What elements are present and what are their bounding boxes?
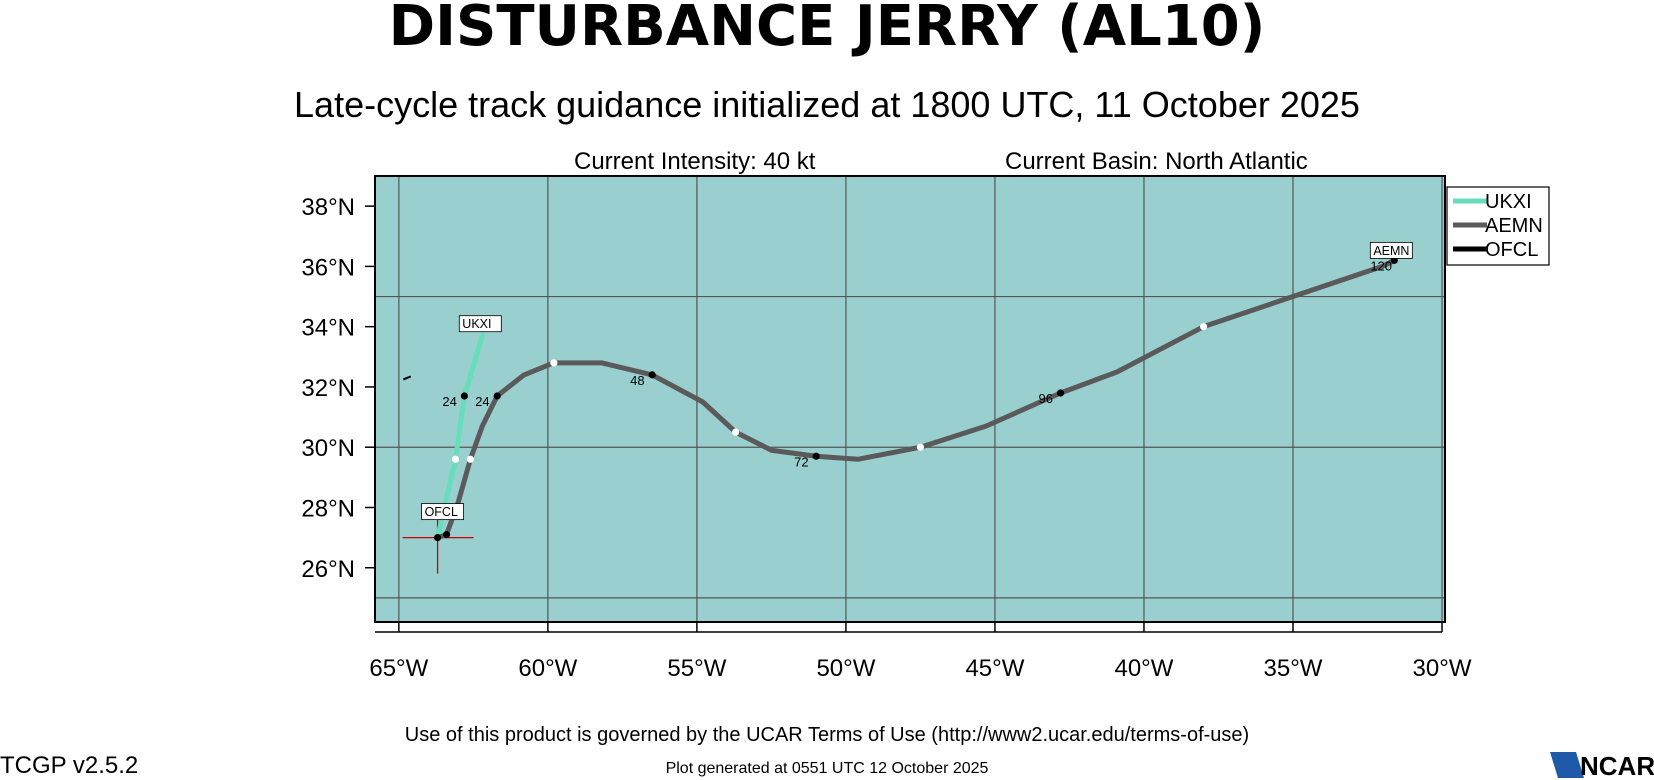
- track-point-aemn: [1199, 323, 1208, 331]
- track-point-aemn: [493, 392, 501, 400]
- model-label-text: AEMN: [1373, 244, 1409, 258]
- y-tick-label: 26°N: [301, 556, 355, 583]
- y-tick-label: 36°N: [301, 254, 355, 281]
- x-tick-label: 65°W: [369, 655, 428, 682]
- legend-label-aemn: AEMN: [1485, 215, 1543, 237]
- model-label-box: [458, 315, 502, 333]
- x-tick-label: 45°W: [965, 655, 1024, 682]
- version-label: TCGP v2.5.2: [0, 752, 139, 779]
- model-label-text: OFCL: [425, 505, 458, 519]
- x-tick-label: 30°W: [1413, 655, 1472, 682]
- model-label-aemn: AEMN: [1369, 241, 1413, 259]
- model-label-box: [1369, 241, 1413, 259]
- track-point-ukxi: [451, 455, 460, 463]
- x-tick-label: 55°W: [667, 655, 726, 682]
- ocean-background: [375, 176, 1445, 622]
- y-tick-label: 34°N: [301, 315, 355, 342]
- track-point-aemn: [812, 452, 820, 460]
- plot-generated-time: Plot generated at 0551 UTC 12 October 20…: [665, 760, 989, 777]
- chart-subtitle: Late-cycle track guidance initialized at…: [294, 84, 1360, 125]
- x-tick-label: 35°W: [1264, 655, 1323, 682]
- model-label-ofcl: OFCL: [421, 503, 464, 521]
- legend-label-ukxi: UKXI: [1485, 191, 1532, 213]
- model-label-box: [421, 503, 464, 521]
- x-tick-label: 40°W: [1114, 655, 1173, 682]
- coastline: [402, 375, 412, 381]
- ncar-logo: NCAR: [1550, 751, 1654, 778]
- x-tick-label: 50°W: [816, 655, 875, 682]
- model-label-ukxi: UKXI: [458, 315, 502, 333]
- track-point-ukxi: [460, 392, 469, 400]
- current-intensity: Current Intensity: 40 kt: [574, 148, 816, 175]
- chart-title: DISTURBANCE JERRY (AL10): [388, 0, 1266, 59]
- track-point-aemn: [1056, 389, 1065, 397]
- track-point-ofcl: [433, 534, 442, 542]
- track-point-aemn: [550, 359, 558, 367]
- track-point-aemn: [916, 443, 925, 451]
- forecast-hour-label: 48: [630, 373, 644, 388]
- model-label-text: UKXI: [462, 317, 491, 331]
- forecast-hour-label: 72: [794, 454, 808, 469]
- current-basin: Current Basin: North Atlantic: [1005, 148, 1308, 175]
- y-tick-label: 32°N: [301, 375, 355, 402]
- ncar-logo-swoosh: [1550, 752, 1584, 778]
- axes: 26°N 28°N 30°N 32°N 34°N 36°N 38°N 65°W 60°W 55°W…: [301, 175, 1472, 682]
- y-tick-label: 38°N: [301, 194, 355, 221]
- terms-of-use-notice: Use of this product is governed by the U…: [404, 724, 1250, 746]
- track-point-aemn: [732, 428, 740, 436]
- y-tick-label: 28°N: [301, 495, 355, 522]
- legend-label-ofcl: OFCL: [1485, 239, 1538, 261]
- forecast-hour-label: 120: [1370, 258, 1392, 273]
- track-point-aemn: [648, 371, 656, 379]
- y-tick-label: 30°N: [301, 435, 355, 462]
- ncar-logo-text: NCAR: [1580, 751, 1654, 778]
- track-point-aemn: [442, 531, 451, 539]
- x-tick-label: 60°W: [518, 655, 577, 682]
- forecast-hour-label: 96: [1039, 391, 1053, 406]
- track-point-aemn: [466, 455, 474, 463]
- forecast-hour-label: 24: [475, 394, 489, 409]
- plot-frame: [374, 175, 1446, 623]
- forecast-hour-label: 24: [442, 394, 456, 409]
